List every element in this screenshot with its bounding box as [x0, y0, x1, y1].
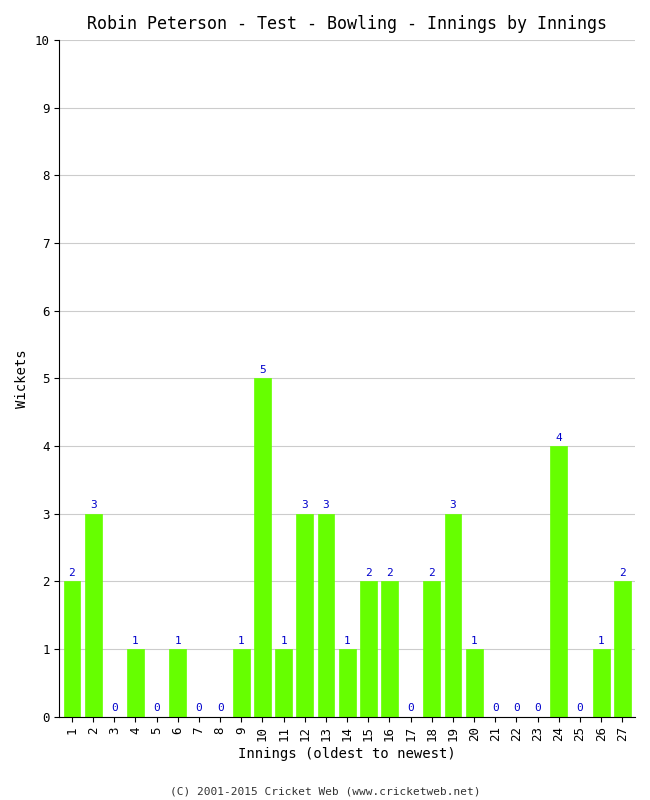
Text: 5: 5: [259, 365, 266, 375]
Text: 2: 2: [365, 568, 372, 578]
Bar: [339, 649, 356, 717]
Text: 1: 1: [598, 636, 604, 646]
Text: 0: 0: [111, 703, 118, 714]
Text: 1: 1: [132, 636, 139, 646]
Text: (C) 2001-2015 Cricket Web (www.cricketweb.net): (C) 2001-2015 Cricket Web (www.cricketwe…: [170, 786, 480, 796]
Title: Robin Peterson - Test - Bowling - Innings by Innings: Robin Peterson - Test - Bowling - Inning…: [87, 15, 607, 33]
Text: 0: 0: [577, 703, 583, 714]
Text: 3: 3: [302, 500, 308, 510]
Bar: [275, 649, 292, 717]
Y-axis label: Wickets: Wickets: [15, 349, 29, 408]
Bar: [127, 649, 144, 717]
Text: 2: 2: [386, 568, 393, 578]
Bar: [233, 649, 250, 717]
Bar: [170, 649, 187, 717]
Text: 0: 0: [153, 703, 160, 714]
Text: 0: 0: [216, 703, 224, 714]
Text: 1: 1: [471, 636, 478, 646]
Bar: [64, 582, 81, 717]
Text: 0: 0: [408, 703, 414, 714]
Text: 3: 3: [450, 500, 456, 510]
Bar: [317, 514, 335, 717]
Bar: [551, 446, 567, 717]
Text: 1: 1: [344, 636, 350, 646]
Bar: [614, 582, 630, 717]
Text: 2: 2: [428, 568, 436, 578]
Bar: [381, 582, 398, 717]
Text: 2: 2: [69, 568, 75, 578]
Bar: [296, 514, 313, 717]
Text: 4: 4: [556, 433, 562, 442]
Text: 0: 0: [513, 703, 520, 714]
X-axis label: Innings (oldest to newest): Innings (oldest to newest): [239, 747, 456, 761]
Text: 1: 1: [280, 636, 287, 646]
Text: 3: 3: [322, 500, 330, 510]
Text: 3: 3: [90, 500, 96, 510]
Text: 0: 0: [196, 703, 202, 714]
Text: 1: 1: [174, 636, 181, 646]
Bar: [465, 649, 482, 717]
Text: 1: 1: [238, 636, 244, 646]
Bar: [84, 514, 101, 717]
Bar: [423, 582, 440, 717]
Bar: [254, 378, 271, 717]
Bar: [445, 514, 461, 717]
Text: 0: 0: [492, 703, 499, 714]
Bar: [360, 582, 377, 717]
Text: 2: 2: [619, 568, 626, 578]
Bar: [593, 649, 610, 717]
Text: 0: 0: [534, 703, 541, 714]
